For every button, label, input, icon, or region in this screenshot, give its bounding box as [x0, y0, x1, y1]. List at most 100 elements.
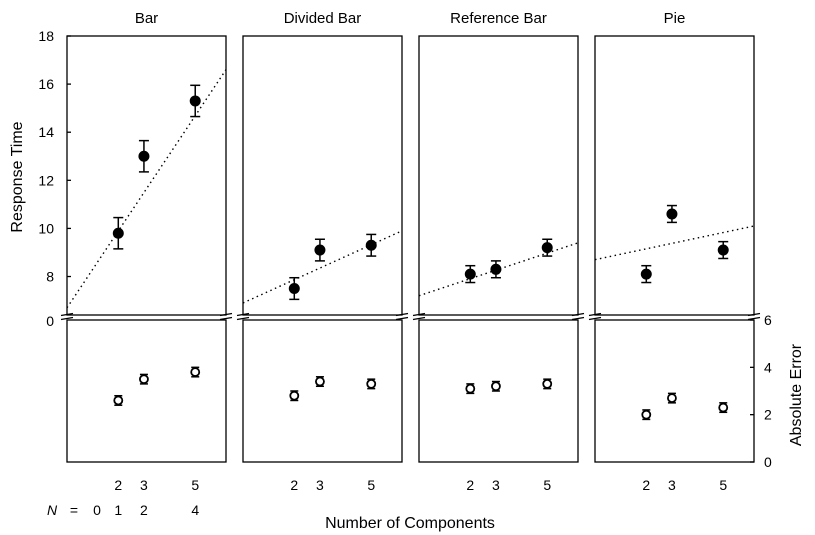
y-tick-label-right: 0 [764, 454, 772, 470]
absolute-error-point [491, 381, 501, 392]
x-tick-label: 2 [642, 477, 650, 493]
y-tick-label: 18 [38, 28, 54, 44]
left-y-axis-ticks: 0 8 10 12 14 16 18 [38, 28, 71, 329]
absolute-error-point [190, 367, 201, 377]
absolute-error-point [315, 376, 325, 387]
x-tick-label: 3 [316, 477, 324, 493]
axis-break-line [747, 316, 761, 321]
y-tick-label-right: 4 [764, 359, 772, 375]
x-tick-label: 3 [140, 477, 148, 493]
axis-break-line [588, 312, 602, 317]
panel-frame-bottom [418, 319, 579, 463]
y-tick-label: 8 [46, 269, 54, 285]
axis-break-line [60, 312, 74, 317]
axis-break-line [395, 316, 409, 321]
axis-break-line [395, 312, 409, 317]
x-tick-label: 5 [367, 477, 375, 493]
panel-frame-bottom [594, 319, 755, 463]
y-tick-label: 10 [38, 220, 54, 236]
trend-line [594, 225, 755, 261]
axis-break-mark [236, 312, 250, 321]
trend-line [66, 69, 227, 309]
response-time-point [365, 239, 377, 251]
axis-break-mark [395, 312, 409, 321]
n-row: N = 0 1 2 4 [47, 502, 199, 518]
axis-break-line [412, 312, 426, 317]
absolute-error-point [113, 395, 124, 406]
absolute-error-point [667, 393, 677, 404]
y-axis-label-response-time: Response Time [9, 121, 26, 232]
axis-break-mark [747, 312, 761, 321]
response-time-point [717, 244, 729, 256]
panel-title: Reference Bar [450, 10, 547, 27]
panel-frame-top [242, 35, 403, 316]
response-time-point [288, 283, 300, 295]
x-tick-label: 3 [492, 477, 500, 493]
absolute-error-point [641, 409, 652, 420]
panel-title: Bar [135, 10, 158, 27]
axis-break-line [236, 316, 250, 321]
y-tick-label-right: 2 [764, 407, 772, 423]
n-row-value: 2 [140, 502, 148, 518]
absolute-error-point [366, 378, 377, 389]
y-tick-label: 0 [46, 313, 54, 329]
x-tick-label: 3 [668, 477, 676, 493]
n-row-value: 1 [114, 502, 122, 518]
panel-frame-top [66, 35, 227, 316]
n-row-label: N [47, 502, 58, 518]
x-tick-label: 2 [290, 477, 298, 493]
x-tick-label: 5 [543, 477, 551, 493]
response-time-point [666, 208, 678, 220]
panel-title: Divided Bar [284, 10, 362, 27]
x-tick-label: 5 [191, 477, 199, 493]
axis-break-line [588, 316, 602, 321]
y-tick-label: 16 [38, 76, 54, 92]
panel-pie: Pie 2 3 5 [588, 10, 761, 493]
response-time-point [464, 268, 476, 280]
panels: Bar 2 3 5 Divided Bar 2 3 5 Reference Bar 2 3 5 Pie 2… [38, 10, 772, 518]
axis-break-line [219, 316, 233, 321]
trend-line [242, 230, 403, 304]
x-axis-label: Number of Components [325, 515, 495, 532]
y-tick-label: 14 [38, 124, 54, 140]
axis-break-mark [60, 312, 74, 321]
response-time-point [541, 242, 553, 254]
panel-bar: Bar 2 3 5 [60, 10, 233, 493]
absolute-error-point [718, 402, 729, 413]
absolute-error-point [289, 390, 300, 401]
panel-reference-bar: Reference Bar 2 3 5 [412, 10, 585, 493]
axis-break-line [571, 312, 585, 317]
panel-frame-bottom [242, 319, 403, 463]
n-row-equals: = [70, 502, 78, 518]
axis-break-line [60, 316, 74, 321]
response-time-point [138, 150, 150, 162]
axis-break-line [236, 312, 250, 317]
y-tick-label: 12 [38, 172, 54, 188]
x-tick-label: 2 [466, 477, 474, 493]
panel-frame-top [594, 35, 755, 316]
absolute-error-point [465, 383, 476, 394]
axis-break-line [219, 312, 233, 317]
x-tick-label: 5 [719, 477, 727, 493]
response-time-point [314, 244, 326, 256]
panel-title: Pie [664, 10, 686, 27]
right-y-axis-ticks: 0 2 4 6 [750, 312, 772, 470]
axis-break-mark [571, 312, 585, 321]
response-time-point [640, 268, 652, 280]
axis-break-line [747, 312, 761, 317]
axis-break-mark [412, 312, 426, 321]
x-tick-label: 2 [114, 477, 122, 493]
panel-frame-bottom [66, 319, 227, 463]
n-row-value: 0 [93, 502, 101, 518]
y-axis-label-absolute-error: Absolute Error [788, 343, 805, 446]
axis-break-line [412, 316, 426, 321]
axis-break-mark [588, 312, 602, 321]
axis-break-line [571, 316, 585, 321]
panel-divided-bar: Divided Bar 2 3 5 [236, 10, 409, 493]
absolute-error-point [542, 378, 553, 389]
n-row-value: 4 [191, 502, 199, 518]
response-time-point [189, 95, 201, 107]
absolute-error-point [139, 374, 149, 385]
axis-break-mark [219, 312, 233, 321]
